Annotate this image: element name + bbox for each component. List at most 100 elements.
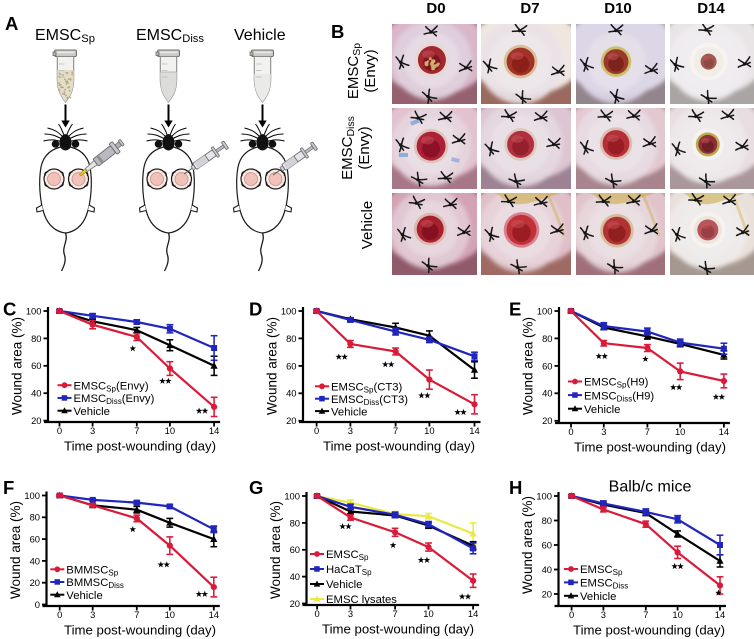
svg-text:EMSCSp(Envy): EMSCSp(Envy) — [74, 380, 149, 393]
svg-text:40: 40 — [286, 388, 296, 399]
svg-text:40: 40 — [31, 388, 41, 399]
svg-text:Wound area (%): Wound area (%) — [521, 317, 536, 415]
svg-text:0: 0 — [314, 425, 319, 436]
svg-text:7: 7 — [134, 609, 139, 620]
svg-text:0: 0 — [314, 608, 319, 619]
svg-text:0: 0 — [569, 609, 574, 620]
svg-text:HaCaTSp: HaCaTSp — [326, 564, 372, 577]
svg-text:7: 7 — [392, 608, 397, 619]
svg-text:3: 3 — [90, 425, 95, 436]
svg-text:EMSCDiss: EMSCDiss — [580, 578, 628, 591]
svg-text:80: 80 — [290, 517, 300, 528]
svg-text:D14: D14 — [697, 0, 725, 17]
svg-text:D0: D0 — [426, 0, 445, 17]
svg-text:EMSCSp(H9): EMSCSp(H9) — [584, 377, 649, 390]
svg-text:20: 20 — [30, 577, 40, 588]
svg-text:Wound area (%): Wound area (%) — [265, 317, 280, 415]
svg-text:80: 80 — [286, 333, 296, 344]
svg-text:40: 40 — [30, 555, 40, 566]
svg-text:10: 10 — [423, 608, 433, 619]
svg-text:3: 3 — [601, 609, 606, 620]
svg-text:Time post-wounding (day): Time post-wounding (day) — [573, 623, 725, 638]
svg-text:14: 14 — [468, 608, 478, 619]
svg-text:Time post-wounding (day): Time post-wounding (day) — [574, 440, 726, 455]
svg-text:40: 40 — [542, 564, 552, 575]
svg-text:10: 10 — [165, 609, 175, 620]
svg-text:20: 20 — [542, 588, 552, 599]
svg-text:0: 0 — [568, 426, 573, 437]
svg-text:E: E — [509, 299, 521, 320]
svg-text:3: 3 — [348, 425, 353, 436]
svg-text:20: 20 — [290, 598, 300, 609]
svg-text:100: 100 — [537, 305, 553, 316]
svg-text:60: 60 — [542, 360, 552, 371]
svg-text:80: 80 — [30, 512, 40, 523]
svg-text:B: B — [331, 21, 344, 42]
svg-text:EMSCDiss(Envy): EMSCDiss(Envy) — [74, 393, 155, 406]
svg-text:EMSCSp: EMSCSp — [326, 549, 369, 562]
svg-text:EMSCSp(CT3): EMSCSp(CT3) — [331, 382, 403, 395]
svg-text:7: 7 — [393, 425, 398, 436]
svg-text:D7: D7 — [520, 0, 539, 17]
svg-text:60: 60 — [286, 360, 296, 371]
svg-text:80: 80 — [542, 515, 552, 526]
svg-text:Vehicle: Vehicle — [584, 404, 620, 416]
svg-text:EMSCDiss(H9): EMSCDiss(H9) — [584, 390, 654, 403]
svg-text:14: 14 — [469, 425, 479, 436]
svg-text:C: C — [3, 299, 16, 320]
svg-text:Vehicle: Vehicle — [359, 201, 376, 249]
svg-text:(Envy): (Envy) — [356, 126, 373, 169]
svg-text:10: 10 — [424, 425, 434, 436]
svg-text:Balb/c mice: Balb/c mice — [609, 479, 692, 496]
svg-text:40: 40 — [290, 571, 300, 582]
svg-text:A: A — [5, 13, 18, 34]
svg-text:3: 3 — [601, 426, 606, 437]
svg-text:Time post-wounding (day): Time post-wounding (day) — [322, 622, 474, 637]
svg-text:20: 20 — [31, 415, 41, 426]
svg-text:EMSC lysates: EMSC lysates — [326, 594, 397, 606]
svg-text:10: 10 — [165, 425, 175, 436]
svg-text:Time post-wounding (day): Time post-wounding (day) — [323, 439, 475, 454]
svg-text:D10: D10 — [604, 0, 632, 17]
svg-text:10: 10 — [675, 426, 685, 437]
svg-text:Vehicle: Vehicle — [326, 579, 362, 591]
svg-text:60: 60 — [31, 360, 41, 371]
svg-text:EMSCDiss: EMSCDiss — [136, 27, 204, 45]
svg-text:Wound area (%): Wound area (%) — [268, 501, 283, 599]
svg-text:60: 60 — [542, 539, 552, 550]
svg-text:10: 10 — [672, 609, 682, 620]
svg-text:0: 0 — [35, 599, 40, 610]
svg-text:Vehicle: Vehicle — [331, 406, 367, 418]
svg-text:7: 7 — [134, 425, 139, 436]
svg-text:Time post-wounding (day): Time post-wounding (day) — [64, 623, 216, 638]
svg-text:G: G — [249, 477, 263, 498]
svg-text:EMSCSp: EMSCSp — [345, 43, 363, 99]
svg-text:7: 7 — [643, 609, 648, 620]
svg-text:80: 80 — [31, 333, 41, 344]
svg-text:80: 80 — [542, 333, 552, 344]
svg-text:0: 0 — [57, 609, 62, 620]
svg-text:3: 3 — [348, 608, 353, 619]
svg-text:Wound area (%): Wound area (%) — [8, 501, 23, 599]
svg-text:0: 0 — [57, 425, 62, 436]
svg-text:BMMSCSp: BMMSCSp — [66, 565, 118, 578]
svg-text:Vehicle: Vehicle — [74, 406, 110, 418]
svg-text:100: 100 — [26, 305, 42, 316]
svg-text:7: 7 — [645, 426, 650, 437]
svg-text:Vehicle: Vehicle — [580, 591, 616, 603]
svg-text:20: 20 — [542, 415, 552, 426]
svg-text:D: D — [249, 299, 262, 320]
svg-text:F: F — [3, 477, 14, 498]
svg-text:Vehicle: Vehicle — [66, 590, 102, 602]
svg-text:20: 20 — [286, 415, 296, 426]
svg-text:EMSCDiss(CT3): EMSCDiss(CT3) — [331, 394, 408, 407]
svg-text:3: 3 — [90, 609, 95, 620]
svg-text:H: H — [509, 477, 522, 498]
svg-text:Wound area (%): Wound area (%) — [10, 317, 25, 415]
svg-text:100: 100 — [24, 490, 40, 501]
svg-text:EMSCSp: EMSCSp — [35, 27, 95, 45]
svg-text:(Envy): (Envy) — [362, 49, 379, 92]
svg-text:14: 14 — [715, 609, 725, 620]
svg-text:EMSCSp: EMSCSp — [580, 564, 623, 577]
svg-text:60: 60 — [30, 534, 40, 545]
